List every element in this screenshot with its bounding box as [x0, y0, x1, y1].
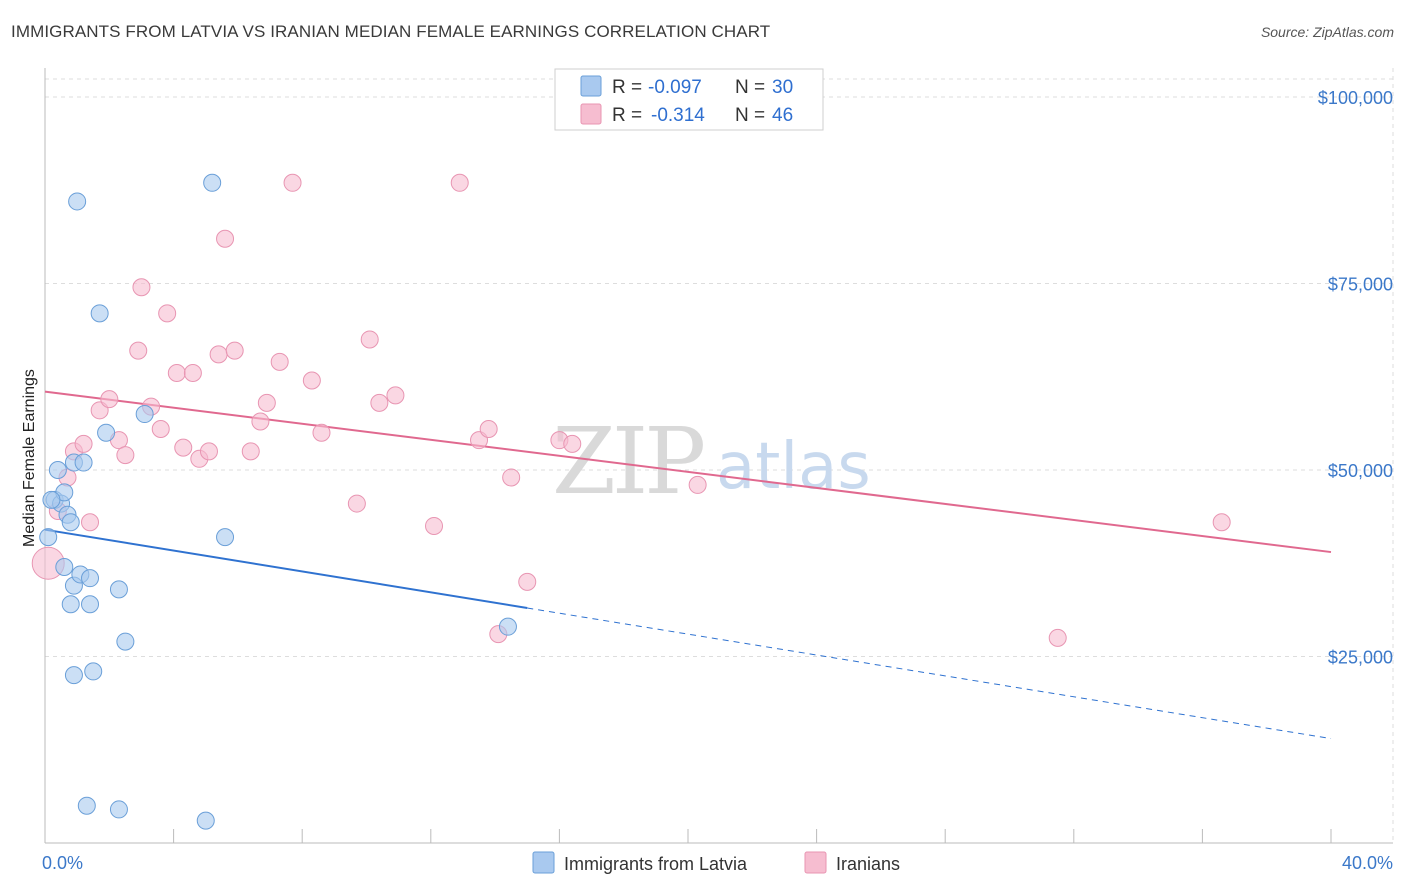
data-point-pink [158, 304, 177, 323]
legend-n-label-1: N = [735, 77, 765, 98]
data-point-blue [81, 569, 100, 588]
y-tick-label: $25,000 [1328, 648, 1393, 668]
data-point-blue [90, 304, 109, 323]
data-point-blue [116, 632, 135, 651]
data-point-pink [425, 516, 444, 535]
data-point-pink [241, 442, 260, 461]
x-tick-labels: 0.0% 40.0% [42, 853, 1393, 873]
x-tick-label: 40.0% [1342, 853, 1393, 873]
data-point-blue [135, 405, 154, 424]
data-point-pink [450, 173, 469, 192]
data-point-pink [257, 393, 276, 412]
data-point-blue [196, 811, 215, 830]
data-point-pink [360, 330, 379, 349]
data-point-pink [347, 494, 366, 513]
data-point-blue [55, 557, 74, 576]
data-point-pink [251, 412, 270, 431]
data-point-pink [151, 419, 170, 438]
watermark-atlas: atlas [716, 430, 871, 504]
data-point-blue [39, 528, 58, 547]
legend-r-label-2: R = [612, 105, 642, 126]
data-point-blue [84, 662, 103, 681]
data-point-pink [479, 419, 498, 438]
data-point-pink [688, 475, 707, 494]
data-point-blue [42, 490, 61, 509]
data-point-blue [68, 192, 87, 211]
watermark-zip: ZIP [552, 408, 703, 515]
legend-label-latvia: Immigrants from Latvia [564, 854, 748, 874]
data-point-pink [270, 352, 289, 371]
legend-r-label-1: R = [612, 77, 642, 98]
legend-n-value-2: 46 [772, 105, 793, 126]
data-point-pink [167, 364, 186, 383]
y-axis-label: Median Female Earnings [21, 369, 38, 547]
data-point-pink [283, 173, 302, 192]
legend-swatch-latvia [532, 851, 555, 874]
y-tick-label: $75,000 [1328, 275, 1393, 295]
data-point-blue [109, 800, 128, 819]
y-tick-labels: $25,000 $50,000 $75,000 $100,000 [1318, 88, 1393, 668]
data-point-pink [199, 442, 218, 461]
data-point-blue [97, 423, 116, 442]
legend-swatch-pink [580, 103, 602, 125]
data-point-pink [370, 393, 389, 412]
data-point-pink [225, 341, 244, 360]
data-point-blue [203, 173, 222, 192]
data-points [31, 173, 1231, 830]
data-point-pink [312, 423, 331, 442]
data-point-pink [174, 438, 193, 457]
series-legend: Immigrants from Latvia Iranians [532, 851, 900, 874]
data-point-pink [100, 390, 119, 409]
axes [44, 68, 1393, 844]
trend-line-extension-blue [527, 607, 1332, 740]
legend-swatch-iranians [804, 851, 827, 874]
data-point-pink [74, 434, 93, 453]
data-point-blue [61, 595, 80, 614]
data-point-blue [498, 617, 517, 636]
data-point-pink [1048, 628, 1067, 647]
data-point-pink [183, 364, 202, 383]
source-label: Source: ZipAtlas.com [1260, 24, 1394, 40]
data-point-pink [216, 229, 235, 248]
legend-swatch-blue [580, 75, 602, 97]
legend-label-iranians: Iranians [836, 854, 900, 874]
data-point-blue [64, 666, 83, 685]
data-point-blue [77, 796, 96, 815]
data-point-pink [132, 278, 151, 297]
data-point-blue [74, 453, 93, 472]
legend-r-value-1: -0.097 [648, 77, 702, 98]
data-point-pink [386, 386, 405, 405]
y-tick-label: $50,000 [1328, 461, 1393, 481]
legend-n-value-1: 30 [772, 77, 793, 98]
data-point-pink [116, 446, 135, 465]
legend-r-value-2: -0.314 [651, 105, 705, 126]
grid-lines [45, 68, 1394, 843]
stats-legend: R = -0.097 N = 30 R = -0.314 N = 46 [554, 68, 824, 131]
data-point-blue [109, 580, 128, 599]
data-point-blue [216, 528, 235, 547]
data-point-pink [81, 513, 100, 532]
data-point-blue [81, 595, 100, 614]
data-point-pink [1212, 513, 1231, 532]
data-point-pink [518, 572, 537, 591]
chart-title: IMMIGRANTS FROM LATVIA VS IRANIAN MEDIAN… [11, 22, 771, 41]
data-point-pink [129, 341, 148, 360]
watermark: ZIP atlas [552, 408, 871, 515]
data-point-pink [209, 345, 228, 364]
data-point-pink [302, 371, 321, 390]
data-point-blue [61, 513, 80, 532]
data-point-pink [563, 434, 582, 453]
trend-line-blue [44, 528, 528, 609]
y-tick-label: $100,000 [1318, 88, 1393, 108]
x-tick-label: 0.0% [42, 853, 83, 873]
legend-n-label-2: N = [735, 105, 765, 126]
data-point-pink [502, 468, 521, 487]
data-point-blue [48, 461, 67, 479]
